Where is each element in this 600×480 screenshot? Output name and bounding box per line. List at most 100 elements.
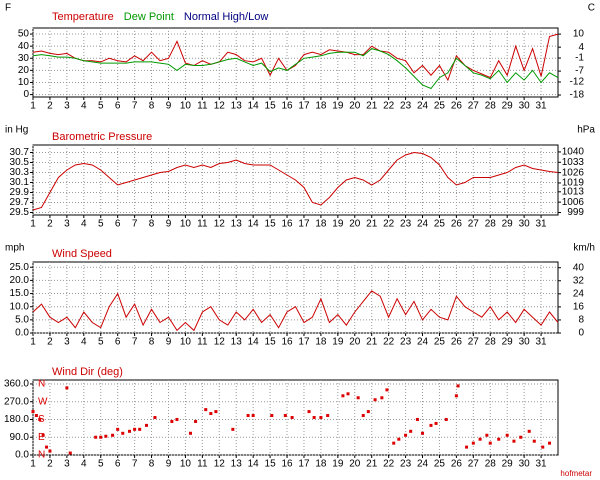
y-tick-label: 5.0 — [15, 314, 29, 325]
y2-axis-label: C — [588, 3, 595, 14]
x-tick-label: 15 — [265, 219, 277, 230]
point — [326, 414, 330, 418]
x-tick-label: 25 — [434, 219, 446, 230]
x-tick-label: 2 — [47, 101, 53, 112]
x-tick-label: 1 — [30, 219, 36, 230]
y-tick-label: 0 — [23, 89, 29, 100]
point — [133, 427, 137, 431]
point — [548, 441, 552, 445]
x-tick-label: 15 — [265, 459, 277, 470]
chart-title: Wind Dir (deg) — [52, 366, 123, 378]
x-tick-label: 26 — [451, 459, 463, 470]
point — [116, 427, 120, 431]
point — [209, 412, 213, 416]
x-tick-label: 6 — [115, 219, 121, 230]
x-tick-label: 8 — [149, 219, 155, 230]
x-tick-label: 18 — [315, 459, 327, 470]
y2-tick-label: 10 — [573, 29, 585, 40]
x-tick-label: 16 — [281, 337, 293, 348]
x-tick-label: 3 — [64, 337, 70, 348]
x-tick-label: 11 — [197, 337, 208, 348]
y-axis-label: F — [5, 3, 11, 14]
point — [99, 435, 103, 439]
x-tick-label: 18 — [315, 219, 327, 230]
x-tick-label: 22 — [383, 219, 395, 230]
direction-label: W — [38, 396, 48, 407]
x-tick-label: 12 — [214, 219, 226, 230]
x-tick-label: 12 — [214, 101, 226, 112]
x-tick-label: 21 — [366, 459, 378, 470]
x-tick-label: 28 — [485, 459, 497, 470]
y2-tick-label: 16 — [573, 302, 585, 313]
point — [41, 433, 45, 437]
point — [170, 419, 174, 423]
y2-tick-label: 4 — [578, 42, 584, 53]
y-tick-label: 15.0 — [10, 288, 30, 299]
x-tick-label: 10 — [180, 337, 192, 348]
x-tick-label: 2 — [47, 219, 53, 230]
point — [175, 417, 179, 421]
point — [204, 408, 208, 412]
y2-tick-label: 1006 — [562, 197, 585, 208]
x-tick-label: 15 — [265, 101, 277, 112]
x-tick-label: 8 — [149, 459, 155, 470]
x-tick-label: 27 — [468, 337, 480, 348]
point — [231, 427, 235, 431]
x-tick-label: 25 — [434, 459, 446, 470]
x-tick-label: 23 — [400, 337, 412, 348]
x-tick-label: 17 — [298, 219, 310, 230]
point — [404, 433, 408, 437]
direction-label: E — [38, 432, 45, 443]
y-tick-label: 270.0 — [4, 396, 29, 407]
y2-axis-label: km/h — [573, 243, 595, 254]
y2-tick-label: 1013 — [562, 186, 585, 197]
x-tick-label: 24 — [417, 337, 429, 348]
y-tick-label: 30.1 — [10, 177, 30, 188]
x-tick-label: 1 — [30, 101, 36, 112]
point — [319, 416, 323, 419]
y2-tick-label: -1 — [575, 53, 584, 64]
y2-tick-label: 0 — [578, 328, 584, 339]
point — [512, 439, 516, 443]
point — [153, 416, 157, 419]
point — [488, 441, 492, 445]
x-tick-label: 30 — [519, 337, 531, 348]
x-tick-label: 17 — [298, 101, 310, 112]
x-tick-label: 26 — [451, 101, 463, 112]
legend-entry: Dew Point — [124, 11, 174, 23]
x-tick-label: 8 — [149, 337, 155, 348]
x-tick-label: 14 — [248, 337, 260, 348]
x-tick-label: 29 — [502, 459, 514, 470]
x-tick-label: 25 — [434, 101, 446, 112]
x-tick-label: 4 — [81, 337, 87, 348]
y-tick-label: 10 — [18, 77, 30, 88]
x-tick-label: 31 — [536, 459, 548, 470]
series-line — [32, 33, 559, 82]
y2-tick-label: -7 — [575, 66, 584, 77]
x-tick-label: 6 — [115, 337, 121, 348]
point — [189, 431, 192, 435]
x-tick-label: 9 — [166, 101, 172, 112]
x-tick-label: 7 — [132, 101, 138, 112]
x-tick-label: 24 — [417, 459, 429, 470]
y-tick-label: 360.0 — [4, 379, 29, 390]
point — [270, 414, 274, 418]
point — [541, 445, 545, 449]
y-tick-label: 40 — [18, 41, 30, 52]
x-tick-label: 7 — [132, 459, 138, 470]
point — [505, 433, 509, 437]
y-tick-label: 29.9 — [10, 187, 30, 198]
x-tick-label: 10 — [180, 219, 192, 230]
point — [104, 434, 108, 438]
point — [385, 388, 389, 392]
x-tick-label: 3 — [64, 219, 70, 230]
y-tick-label: 20.0 — [10, 275, 30, 286]
x-tick-label: 17 — [298, 337, 310, 348]
point — [111, 433, 115, 437]
x-tick-label: 29 — [502, 101, 514, 112]
point — [290, 416, 294, 419]
y-tick-label: 0.0 — [15, 328, 29, 339]
point — [465, 445, 469, 449]
y-axis-label: mph — [5, 243, 24, 254]
y-axis-label: in Hg — [5, 125, 28, 136]
